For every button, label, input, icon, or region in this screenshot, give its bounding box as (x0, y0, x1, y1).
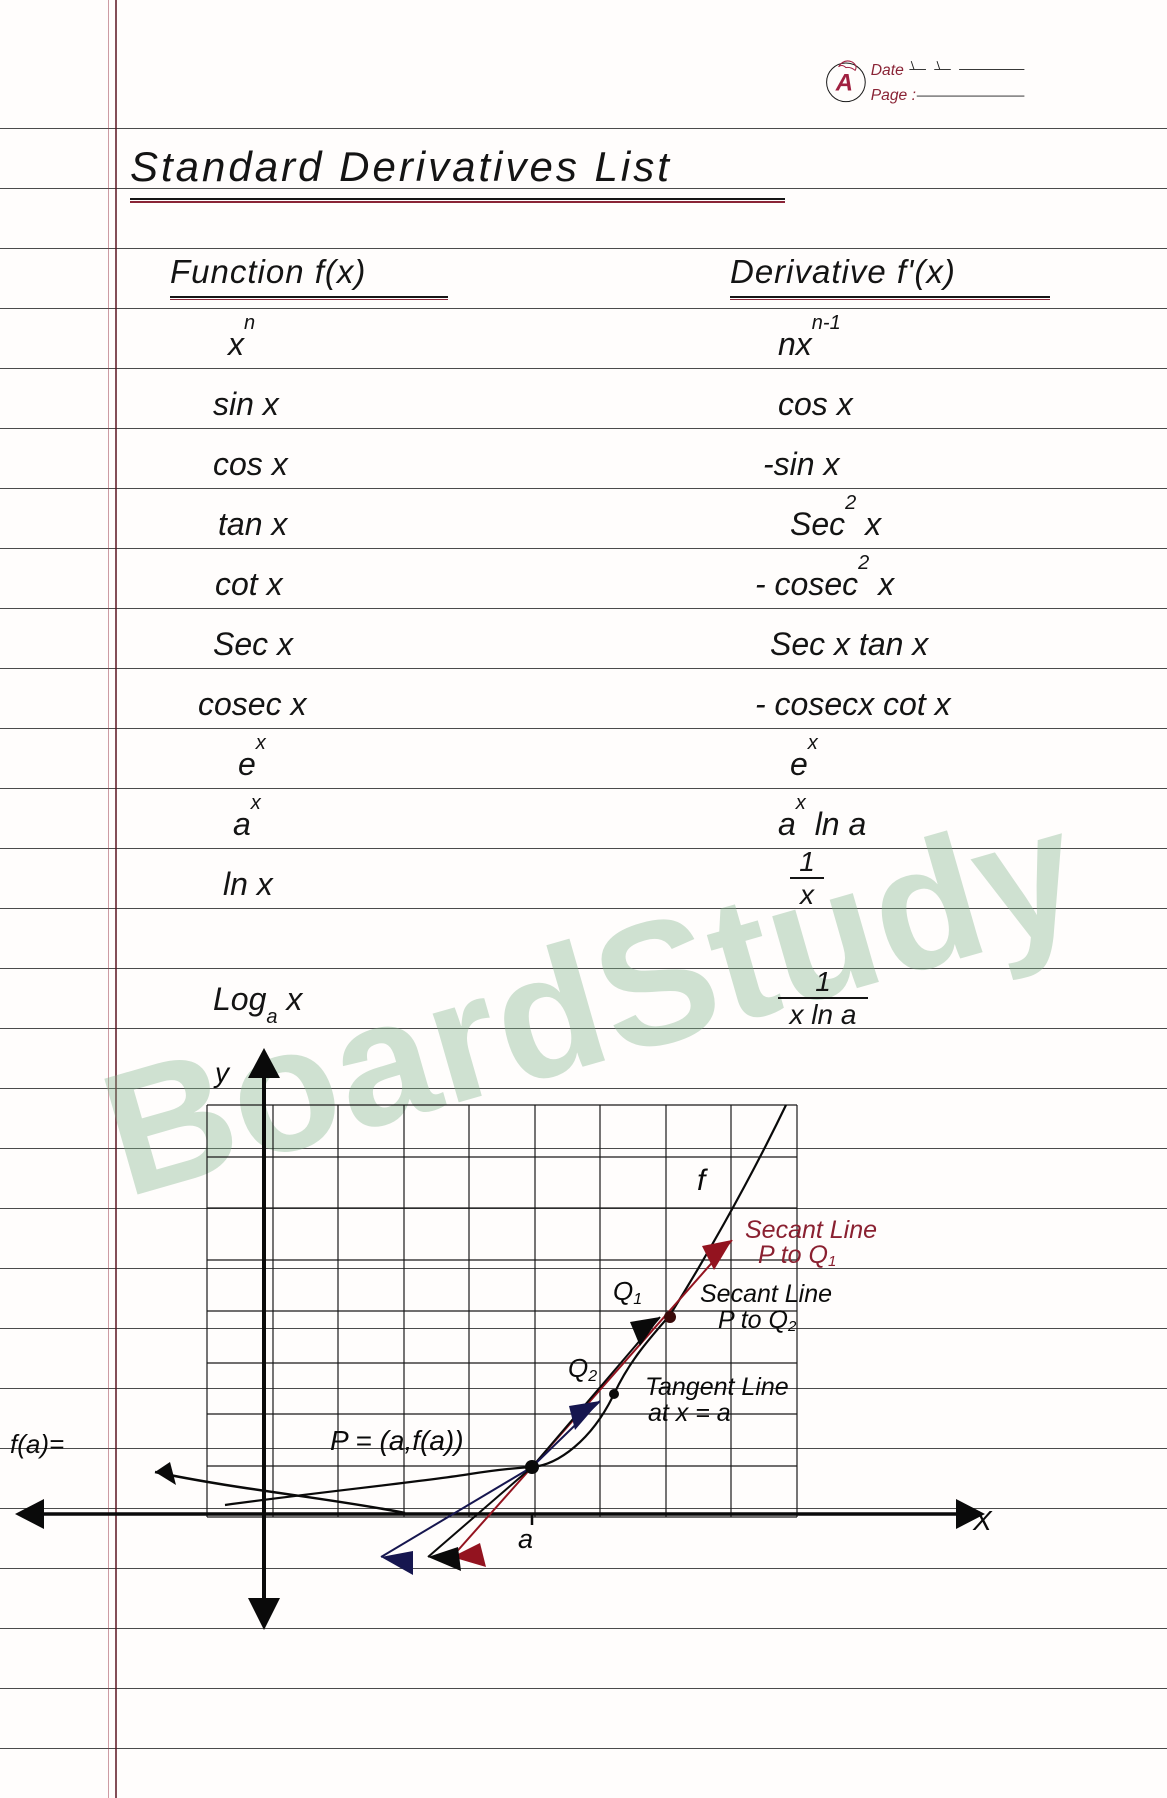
svg-text:f(a)=: f(a)= (10, 1429, 64, 1459)
svg-text:A: A (835, 70, 853, 97)
svg-text:Tangent Line: Tangent Line (645, 1373, 789, 1401)
svg-text:f: f (697, 1164, 708, 1197)
svg-text:Date: Date (871, 62, 904, 79)
svg-text:y: y (213, 1057, 231, 1088)
svg-text:Page :: Page : (871, 87, 916, 104)
svg-text:Secant Line: Secant Line (700, 1280, 832, 1308)
svg-text:Q1: Q1 (613, 1276, 642, 1308)
svg-text:P to Q2: P to Q2 (718, 1306, 797, 1335)
svg-text:P to Q1: P to Q1 (758, 1241, 836, 1270)
svg-text:a: a (518, 1524, 533, 1554)
svg-text:at x = a: at x = a (648, 1399, 731, 1427)
svg-text:X: X (972, 1505, 993, 1536)
svg-text:Q2: Q2 (568, 1353, 597, 1385)
svg-text:Secant Line: Secant Line (745, 1216, 877, 1244)
svg-text:P = (a,f(a)): P = (a,f(a)) (330, 1425, 464, 1456)
